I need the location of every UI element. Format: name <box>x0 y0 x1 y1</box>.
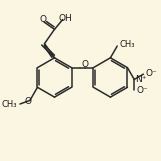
Text: CH₃: CH₃ <box>2 100 17 109</box>
Text: O⁻: O⁻ <box>137 86 148 95</box>
Text: O⁻: O⁻ <box>146 69 158 78</box>
Text: N⁺: N⁺ <box>135 75 146 84</box>
Text: O: O <box>82 60 89 69</box>
Text: CH₃: CH₃ <box>120 40 135 49</box>
Text: OH: OH <box>59 14 72 23</box>
Text: O: O <box>39 15 46 24</box>
Text: O: O <box>25 97 32 106</box>
